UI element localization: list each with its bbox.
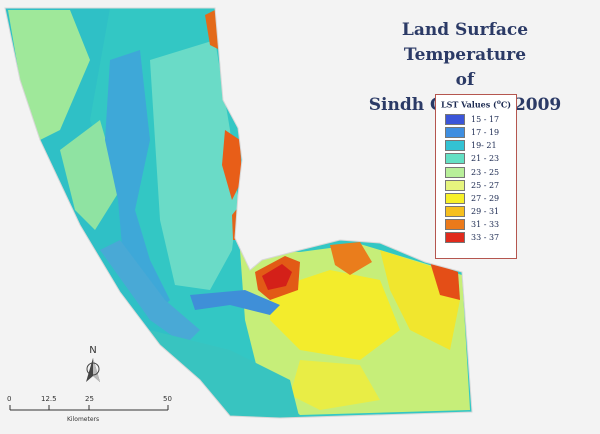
scale-bar-graphic xyxy=(9,405,169,411)
legend-title-unit: C) xyxy=(500,99,511,110)
zone-yellow-3 xyxy=(290,360,380,410)
legend-row: 15 - 17 xyxy=(436,113,516,126)
zone-hot-4 xyxy=(222,130,242,200)
legend-swatch xyxy=(445,206,465,218)
legend-row: 21 - 23 xyxy=(436,152,516,165)
legend-label: 15 - 17 xyxy=(471,114,500,124)
zone-hot-3 xyxy=(430,262,460,300)
legend-swatch xyxy=(445,179,465,191)
legend-label: 19- 21 xyxy=(471,141,497,151)
legend-swatch xyxy=(445,192,465,204)
legend-label: 27 - 29 xyxy=(471,193,500,203)
legend-row: 25 - 27 xyxy=(436,179,516,192)
scale-bar: 0 12.5 25 50 Kilometers xyxy=(0,395,200,430)
legend-label: 31 - 33 xyxy=(471,220,500,230)
legend-row: 29 - 31 xyxy=(436,205,516,218)
legend-row: 23 - 25 xyxy=(436,165,516,178)
scale-unit: Kilometers xyxy=(67,416,100,423)
north-arrow: N xyxy=(78,345,108,356)
map-title-line1: Land Surface Temperature xyxy=(401,20,529,65)
zone-hot-2 xyxy=(330,242,372,275)
legend-swatch xyxy=(445,232,465,244)
zone-river-outlet xyxy=(190,290,280,315)
scale-label-12-5: 12.5 xyxy=(41,395,57,403)
zone-channels xyxy=(105,50,170,320)
legend-row: 19- 21 xyxy=(436,139,516,152)
scale-label-0: 0 xyxy=(7,395,12,403)
legend-title-text: LST Values ( xyxy=(441,99,497,110)
zone-creek-west xyxy=(100,240,200,345)
legend: LST Values (oC) 15 - 17 17 - 19 19- 21 2… xyxy=(435,94,517,259)
legend-row: 33 - 37 xyxy=(436,231,516,244)
north-letter: N xyxy=(89,345,97,356)
zone-mild-upper xyxy=(8,10,90,140)
map-title-line2: of xyxy=(455,70,475,90)
legend-swatch xyxy=(445,153,465,165)
legend-label: 29 - 31 xyxy=(471,207,500,217)
legend-title: LST Values (oC) xyxy=(436,99,516,110)
scale-label-25: 25 xyxy=(85,395,94,403)
zone-green-inland xyxy=(60,120,120,230)
legend-label: 23 - 25 xyxy=(471,167,500,177)
legend-label: 21 - 23 xyxy=(471,154,500,164)
zone-yellow-1 xyxy=(270,270,400,360)
scale-label-50: 50 xyxy=(163,395,172,403)
north-arrow-icon xyxy=(86,358,100,382)
legend-label: 17 - 19 xyxy=(471,127,500,137)
legend-swatch xyxy=(445,166,465,178)
legend-label: 33 - 37 xyxy=(471,233,500,243)
legend-rows: 15 - 17 17 - 19 19- 21 21 - 23 23 - 25 2… xyxy=(436,113,516,245)
legend-swatch xyxy=(445,219,465,231)
legend-swatch xyxy=(445,126,465,138)
zone-hottest-1 xyxy=(262,264,292,290)
legend-label: 25 - 27 xyxy=(471,180,500,190)
legend-row: 17 - 19 xyxy=(436,126,516,139)
legend-swatch xyxy=(445,113,465,125)
coastline xyxy=(4,7,473,419)
legend-row: 31 - 33 xyxy=(436,218,516,231)
legend-title-degree: o xyxy=(496,99,501,106)
legend-row: 27 - 29 xyxy=(436,192,516,205)
zone-yellow-2 xyxy=(380,250,460,350)
legend-swatch xyxy=(445,140,465,152)
zone-delta xyxy=(150,40,238,290)
